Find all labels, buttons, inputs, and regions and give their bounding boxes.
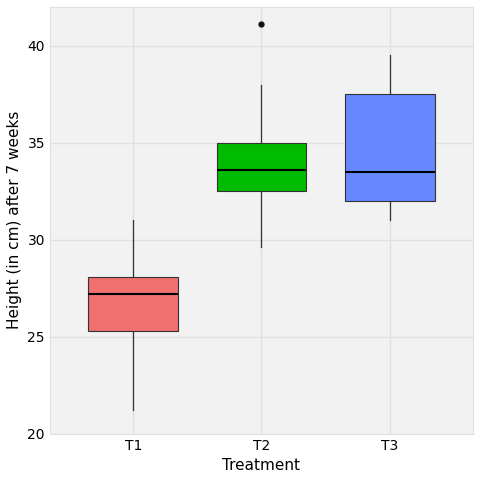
Bar	[88, 276, 178, 331]
X-axis label: Treatment: Treatment	[222, 458, 300, 473]
Y-axis label: Height (in cm) after 7 weeks: Height (in cm) after 7 weeks	[7, 111, 22, 329]
Bar	[345, 94, 434, 201]
Bar	[216, 143, 306, 191]
